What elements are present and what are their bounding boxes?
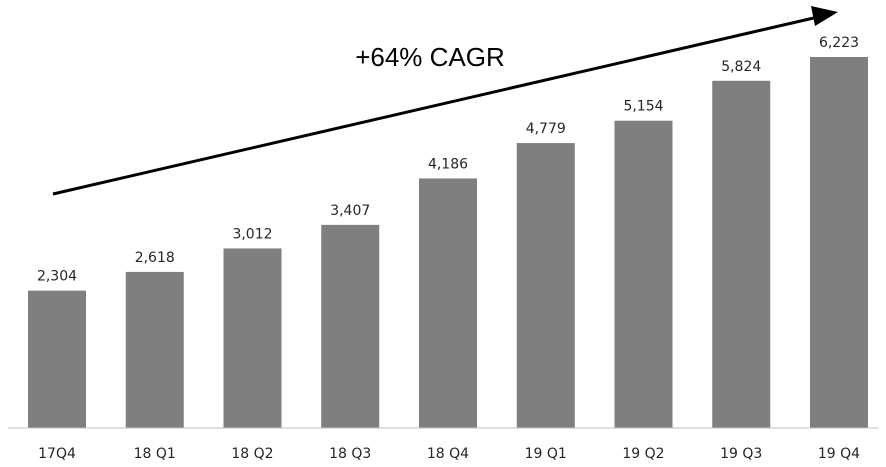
x-tick-label: 18 Q4 <box>427 446 469 462</box>
x-tick-label: 19 Q3 <box>720 446 762 462</box>
bar-value-label: 5,824 <box>721 59 761 75</box>
bar-value-label: 6,223 <box>819 35 859 51</box>
bar-value-label: 4,186 <box>428 156 468 172</box>
bar <box>419 178 477 428</box>
x-tick-label: 19 Q2 <box>622 446 664 462</box>
bar <box>125 271 184 428</box>
bar <box>810 57 868 428</box>
bar <box>321 224 380 428</box>
x-tick-label: 18 Q1 <box>134 446 176 462</box>
trend-arrow <box>52 6 838 196</box>
bar-value-label: 5,154 <box>623 99 663 115</box>
x-tick-label: 18 Q3 <box>329 446 371 462</box>
bars-group <box>28 57 868 428</box>
cagr-annotation: +64% CAGR <box>355 42 505 72</box>
bar <box>516 143 575 428</box>
bar-value-label: 2,304 <box>37 269 77 285</box>
bar-value-label: 4,779 <box>526 121 566 137</box>
bar <box>28 290 86 428</box>
value-labels-group: 2,304 2,618 3,012 3,407 4,186 4,779 5,154 5,824… <box>37 35 859 285</box>
bar-value-label: 3,407 <box>330 203 370 219</box>
x-tick-label: 17Q4 <box>38 446 76 462</box>
bar-value-label: 2,618 <box>135 250 175 266</box>
x-tick-label: 19 Q1 <box>525 446 567 462</box>
bar <box>614 120 673 428</box>
trend-arrow-line <box>52 15 819 196</box>
x-tick-label: 18 Q2 <box>231 446 273 462</box>
bar-value-label: 3,012 <box>232 226 272 242</box>
bar <box>223 248 282 428</box>
trend-arrow-head <box>811 6 838 26</box>
bar <box>712 80 771 428</box>
x-tick-labels-group: 17Q4 18 Q1 18 Q2 18 Q3 18 Q4 19 Q1 19 Q2 19 Q3 1… <box>38 446 860 462</box>
x-tick-label: 19 Q4 <box>818 446 860 462</box>
